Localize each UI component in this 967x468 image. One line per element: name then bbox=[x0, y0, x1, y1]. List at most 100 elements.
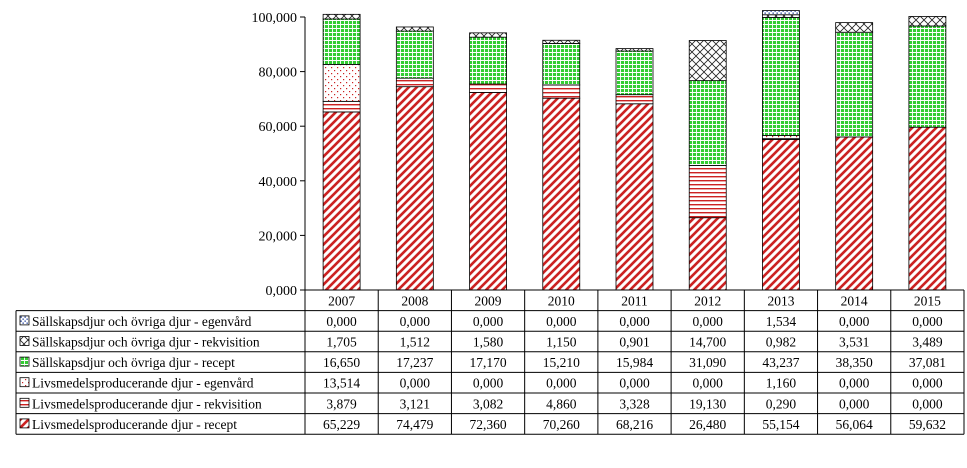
bar-segment bbox=[762, 10, 800, 16]
bar-segment bbox=[469, 32, 507, 38]
data-label: 72,360 bbox=[469, 417, 506, 432]
data-label: 1,160 bbox=[766, 376, 797, 391]
data-label: 3,121 bbox=[400, 396, 430, 411]
data-label: 16,650 bbox=[323, 355, 360, 370]
data-label: 0,000 bbox=[912, 396, 943, 411]
x-tick-label: 2014 bbox=[841, 294, 868, 309]
data-label: 0,901 bbox=[619, 335, 649, 350]
bar-segment bbox=[615, 50, 654, 96]
bar-segment bbox=[762, 17, 800, 136]
x-tick-label: 2010 bbox=[548, 294, 575, 309]
data-label: 3,531 bbox=[839, 335, 869, 350]
bar-segment bbox=[688, 217, 727, 291]
bar-segment bbox=[322, 111, 361, 291]
data-label: 31,090 bbox=[689, 355, 726, 370]
y-tick-label: 100,000 bbox=[252, 11, 298, 26]
data-label: 3,328 bbox=[619, 396, 650, 411]
data-label: 1,512 bbox=[400, 335, 430, 350]
bars bbox=[322, 10, 947, 291]
legend-key bbox=[19, 397, 30, 408]
data-label: 3,879 bbox=[326, 396, 357, 411]
data-label: 0,982 bbox=[766, 335, 796, 350]
bar-segment bbox=[469, 36, 507, 85]
data-label: 38,350 bbox=[836, 355, 873, 370]
data-label: 0,000 bbox=[619, 376, 650, 391]
x-tick-label: 2012 bbox=[694, 294, 721, 309]
data-label: 65,229 bbox=[323, 417, 360, 432]
y-tick-label: 80,000 bbox=[259, 66, 298, 81]
data-label: 0,000 bbox=[693, 314, 724, 329]
data-label: 13,514 bbox=[323, 376, 360, 391]
bar-segment bbox=[469, 83, 507, 93]
y-tick-label: 0,000 bbox=[266, 284, 298, 299]
y-axis: 0,000 20,000 40,000 60,000 80,000 100,000 bbox=[252, 11, 306, 299]
bar-segment bbox=[762, 139, 800, 291]
data-label: 0,000 bbox=[473, 314, 504, 329]
data-table: 2007 2008 2009 2010 2011 2012 2013 2014 2015 Säll… bbox=[15, 289, 965, 435]
bar-segment bbox=[395, 77, 434, 88]
data-label: 0,000 bbox=[546, 376, 577, 391]
data-label: 70,260 bbox=[543, 417, 580, 432]
data-label: 68,216 bbox=[616, 417, 653, 432]
bar-segment bbox=[542, 39, 581, 44]
data-label: 0,000 bbox=[400, 376, 431, 391]
bar-segment bbox=[542, 97, 581, 291]
bar-segment bbox=[615, 48, 654, 52]
bar-segment bbox=[542, 84, 581, 99]
data-label: 0,000 bbox=[839, 314, 870, 329]
bar-segment bbox=[322, 18, 361, 65]
data-label: 1,705 bbox=[326, 335, 357, 350]
data-label: 59,632 bbox=[909, 417, 946, 432]
bar-segment bbox=[688, 165, 727, 219]
series-name: Sällskapsdjur och övriga djur - rekvisit… bbox=[32, 335, 260, 350]
data-label: 0,290 bbox=[766, 396, 797, 411]
bar-segment bbox=[542, 42, 581, 86]
data-label: 19,130 bbox=[689, 396, 726, 411]
bar-segment bbox=[835, 22, 874, 33]
bar-segment bbox=[835, 31, 874, 138]
x-tick-label: 2011 bbox=[621, 294, 648, 309]
series-name: Livsmedelsproducerande djur - recept bbox=[32, 417, 237, 432]
bar-segment bbox=[908, 25, 947, 128]
bar-segment bbox=[395, 30, 434, 79]
data-label: 43,237 bbox=[762, 355, 799, 370]
data-label: 0,000 bbox=[473, 376, 504, 391]
legend-key bbox=[19, 336, 30, 346]
legend-key bbox=[19, 356, 30, 367]
bar-segment bbox=[322, 64, 361, 102]
bar-segment bbox=[615, 94, 654, 105]
bar-segment bbox=[395, 86, 434, 291]
data-label: 56,064 bbox=[836, 417, 873, 432]
data-label: 4,860 bbox=[546, 396, 577, 411]
y-tick-label: 40,000 bbox=[259, 175, 298, 190]
x-tick-label: 2008 bbox=[401, 294, 428, 309]
data-label: 15,210 bbox=[543, 355, 580, 370]
data-label: 0,000 bbox=[912, 314, 943, 329]
data-label: 17,237 bbox=[396, 355, 433, 370]
data-label: 0,000 bbox=[839, 396, 870, 411]
data-label: 0,000 bbox=[546, 314, 577, 329]
bar-segment bbox=[322, 13, 361, 20]
data-label: 0,000 bbox=[839, 376, 870, 391]
data-label: 15,984 bbox=[616, 355, 653, 370]
legend-key bbox=[19, 315, 30, 326]
data-label: 1,534 bbox=[766, 314, 797, 329]
y-tick-label: 20,000 bbox=[259, 229, 298, 244]
series-name: Sällskapsdjur och övriga djur - egenvård bbox=[32, 314, 252, 329]
bar-segment bbox=[615, 103, 654, 291]
data-label: 3,082 bbox=[473, 396, 503, 411]
bar-segment bbox=[395, 26, 434, 32]
bar-segment bbox=[908, 126, 947, 291]
data-label: 0,000 bbox=[326, 314, 357, 329]
bar-segment bbox=[469, 92, 507, 291]
data-label: 37,081 bbox=[909, 355, 946, 370]
x-tick-label: 2007 bbox=[328, 294, 355, 309]
data-label: 17,170 bbox=[469, 355, 506, 370]
data-label: 3,489 bbox=[912, 335, 943, 350]
x-tick-label: 2013 bbox=[767, 294, 794, 309]
legend-key bbox=[19, 418, 30, 429]
data-label: 55,154 bbox=[762, 417, 799, 432]
bar-segment bbox=[688, 80, 727, 166]
legend-key bbox=[19, 377, 30, 388]
